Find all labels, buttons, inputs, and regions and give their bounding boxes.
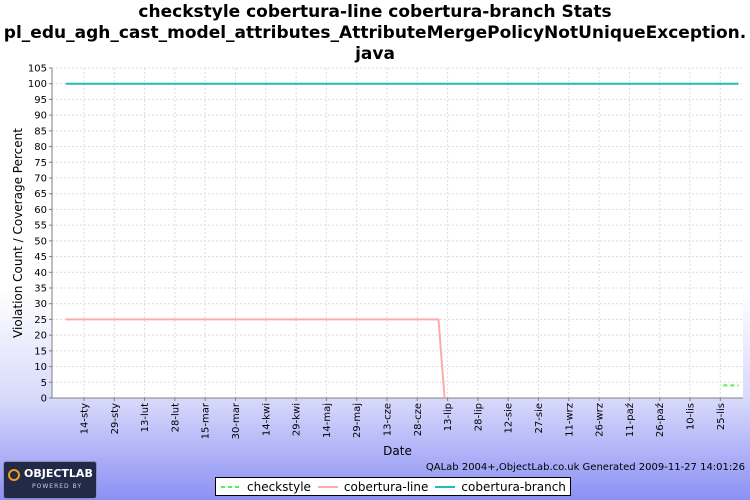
generated-credit: QALab 2004+,ObjectLab.co.uk Generated 20…	[425, 462, 745, 473]
objectlab-logo: OBJECTLAB POWERED BY	[3, 461, 97, 499]
y-tick-label: 40	[34, 268, 47, 279]
x-axis-label: Date	[383, 444, 412, 458]
x-tick-label: 28-cze	[413, 403, 424, 436]
x-tick-label: 14-maj	[322, 403, 333, 438]
legend-swatch-checkstyle	[220, 482, 242, 492]
legend-label-cobertura-line: cobertura-line	[343, 479, 429, 494]
x-tick-label: 27-sie	[534, 403, 545, 433]
y-tick-label: 95	[34, 95, 47, 106]
y-tick-label: 105	[28, 64, 47, 75]
x-tick-label: 30-mar	[231, 402, 242, 439]
x-tick-label: 10-lis	[686, 403, 697, 430]
x-tick-label: 25-lis	[716, 403, 727, 430]
y-tick-label: 5	[41, 378, 47, 389]
y-tick-label: 30	[34, 299, 47, 310]
data-series	[65, 82, 739, 399]
chart-title: checkstyle cobertura-line cobertura-bran…	[0, 2, 750, 65]
legend-label-cobertura-branch: cobertura-branch	[461, 479, 566, 494]
x-tick-label: 13-lut	[140, 403, 151, 432]
x-tick-label: 15-mar	[201, 402, 212, 439]
legend-swatch-cobertura-line	[317, 482, 339, 492]
legend-item-checkstyle: checkstyle	[220, 480, 311, 494]
y-tick-label: 45	[34, 252, 47, 263]
logo-tagline: POWERED BY	[32, 483, 83, 490]
y-tick-label: 10	[34, 362, 47, 373]
y-tick-label: 70	[34, 174, 47, 185]
legend-item-cobertura-line: cobertura-line	[317, 480, 428, 494]
chart-title-line-1: checkstyle cobertura-line cobertura-bran…	[138, 2, 612, 22]
axes: 0 5 10 15 20 25 30 35 40 45 50 55 60 65 70 75 80 85 90 95 10…	[28, 64, 743, 439]
y-tick-label: 100	[28, 79, 47, 90]
logo-name: OBJECTLAB	[24, 467, 93, 480]
x-tick-label: 11-paź	[624, 403, 636, 437]
chart-title-line-2: pl_edu_agh_cast_model_attributes_Attribu…	[3, 23, 747, 43]
x-tick-label: 29-maj	[352, 403, 363, 438]
y-axis-label: Violation Count / Coverage Percent	[11, 128, 25, 338]
x-tick-label: 14-kwi	[261, 403, 272, 436]
x-tick-label: 28-lip	[473, 403, 484, 431]
legend-label-checkstyle: checkstyle	[247, 479, 311, 494]
x-tick-label: 29-kwi	[292, 403, 303, 436]
x-tick-label: 14-sty	[80, 403, 91, 434]
objectlab-logo-icon	[8, 469, 20, 481]
y-tick-label: 35	[34, 284, 47, 295]
x-tick-label: 13-cze	[383, 403, 394, 436]
x-tick-label: 13-lip	[443, 403, 454, 431]
y-tick-label: 50	[34, 236, 47, 247]
y-tick-label: 25	[34, 315, 47, 326]
y-tick-label: 90	[34, 111, 47, 122]
x-tick-label: 12-sie	[504, 403, 515, 433]
y-tick-label: 75	[34, 158, 47, 169]
plot-background	[52, 68, 743, 398]
chart-legend: checkstyle cobertura-line cobertura-branch	[215, 477, 571, 496]
y-tick-label: 85	[34, 126, 47, 137]
x-tick-label: 28-lut	[170, 403, 181, 432]
y-tick-label: 60	[34, 205, 47, 216]
x-tick-label: 26-paź	[654, 403, 666, 437]
y-tick-label: 15	[34, 346, 47, 357]
x-tick-label: 11-wrz	[564, 403, 575, 437]
chart-title-line-3: java	[355, 44, 395, 64]
y-tick-label: 65	[34, 189, 47, 200]
legend-swatch-cobertura-branch	[434, 482, 456, 492]
x-tick-label: 26-wrz	[595, 403, 606, 437]
y-tick-label: 0	[41, 394, 47, 405]
y-tick-label: 55	[34, 221, 47, 232]
x-tick-label: 29-sty	[110, 403, 121, 434]
legend-item-cobertura-branch: cobertura-branch	[434, 480, 566, 494]
series-line-cobertura-line	[65, 318, 446, 399]
y-tick-label: 80	[34, 142, 47, 153]
y-tick-label: 20	[34, 331, 47, 342]
plot-area	[52, 68, 743, 398]
